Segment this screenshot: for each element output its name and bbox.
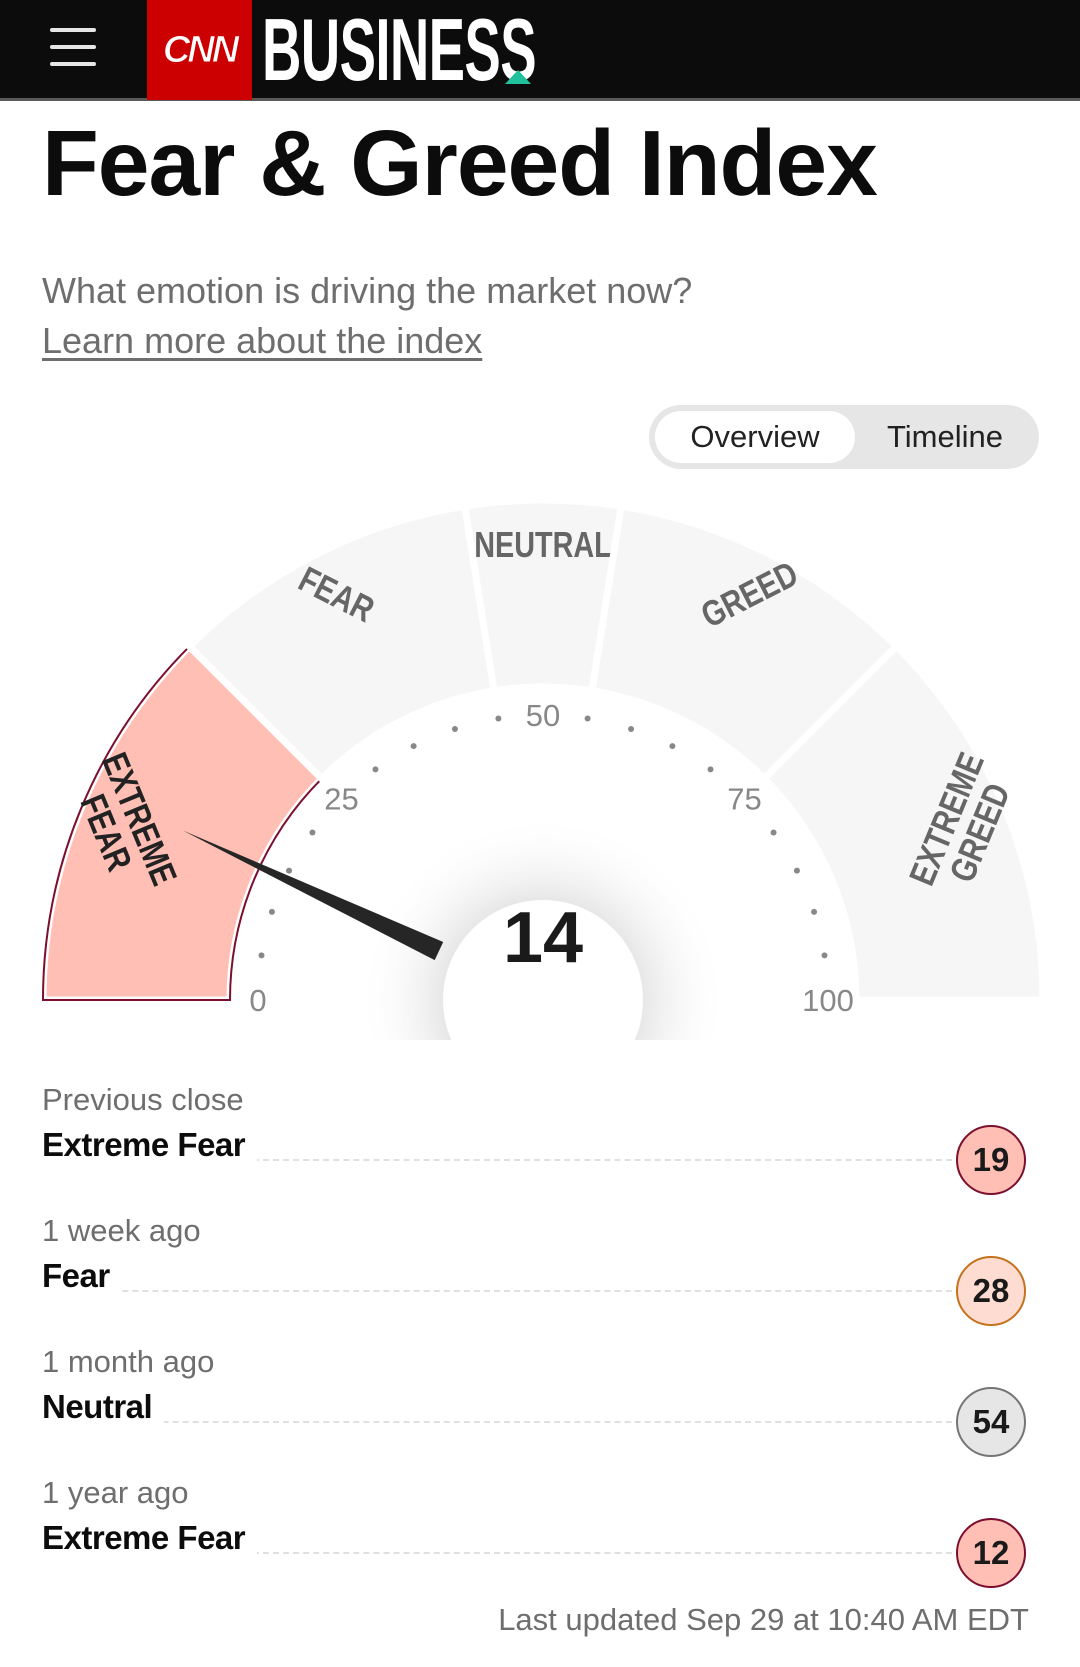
tick-dot (495, 715, 502, 722)
page-subtitle: What emotion is driving the market now? (42, 270, 693, 311)
tick-dot (451, 725, 458, 732)
view-toggle: Overview Timeline (649, 405, 1039, 469)
tick-dot (309, 829, 316, 836)
history-value-badge: 28 (956, 1256, 1026, 1326)
history-rating: Fear (42, 1257, 122, 1295)
fear-greed-gauge: EXTREMEFEARFEARNEUTRALGREEDEXTREMEGREED … (39, 496, 1047, 1040)
history-period: 1 year ago (42, 1475, 189, 1510)
tick-dot (268, 908, 275, 915)
history-value-badge: 19 (956, 1125, 1026, 1195)
section-title[interactable]: BUSINESS (262, 0, 537, 99)
tick-dot (821, 952, 828, 959)
tick-dot (628, 725, 635, 732)
history-value-badge: 12 (956, 1518, 1026, 1588)
tick-dot (286, 867, 293, 874)
page-title: Fear & Greed Index (42, 111, 878, 215)
cnn-logo-text: CNN (162, 28, 239, 71)
dashed-divider (42, 1552, 962, 1554)
tick-dot (372, 766, 379, 773)
tick-label: 75 (727, 781, 761, 816)
learn-more-link[interactable]: Learn more about the index (42, 320, 483, 361)
tab-overview[interactable]: Overview (655, 411, 855, 463)
gauge-segment-outline (41, 645, 324, 1001)
history-period: Previous close (42, 1082, 244, 1117)
last-updated: Last updated Sep 29 at 10:40 AM EDT (498, 1602, 1029, 1637)
gauge-hub (443, 900, 643, 1040)
tick-label: 100 (802, 983, 854, 1018)
history-rating: Extreme Fear (42, 1126, 258, 1164)
history-rating: Neutral (42, 1388, 165, 1426)
tick-dot (584, 715, 591, 722)
gauge-segment (759, 641, 1047, 1004)
cnn-logo[interactable]: CNN (147, 0, 252, 100)
segment-label: NEUTRAL (474, 524, 612, 565)
dashed-divider (42, 1421, 962, 1423)
tick-dot (770, 829, 777, 836)
hamburger-icon[interactable] (50, 26, 96, 68)
tick-label: 50 (526, 698, 560, 733)
tick-dot (793, 867, 800, 874)
tick-dot (410, 743, 417, 750)
dashed-divider (42, 1290, 962, 1292)
history-value-badge: 54 (956, 1387, 1026, 1457)
gauge-needle (182, 830, 444, 961)
tick-dot (707, 766, 714, 773)
tick-label: 0 (249, 983, 266, 1018)
tick-dot (811, 908, 818, 915)
site-header: CNN BUSINESS (0, 0, 1080, 101)
triangle-icon (505, 70, 531, 84)
gauge-value: 14 (503, 898, 583, 978)
tab-timeline[interactable]: Timeline (887, 419, 1003, 454)
tick-label: 25 (324, 781, 358, 816)
history-period: 1 week ago (42, 1213, 201, 1248)
tick-dot (258, 952, 265, 959)
history-period: 1 month ago (42, 1344, 215, 1379)
tick-dot (669, 743, 676, 750)
history-rating: Extreme Fear (42, 1519, 258, 1557)
dashed-divider (42, 1159, 962, 1161)
